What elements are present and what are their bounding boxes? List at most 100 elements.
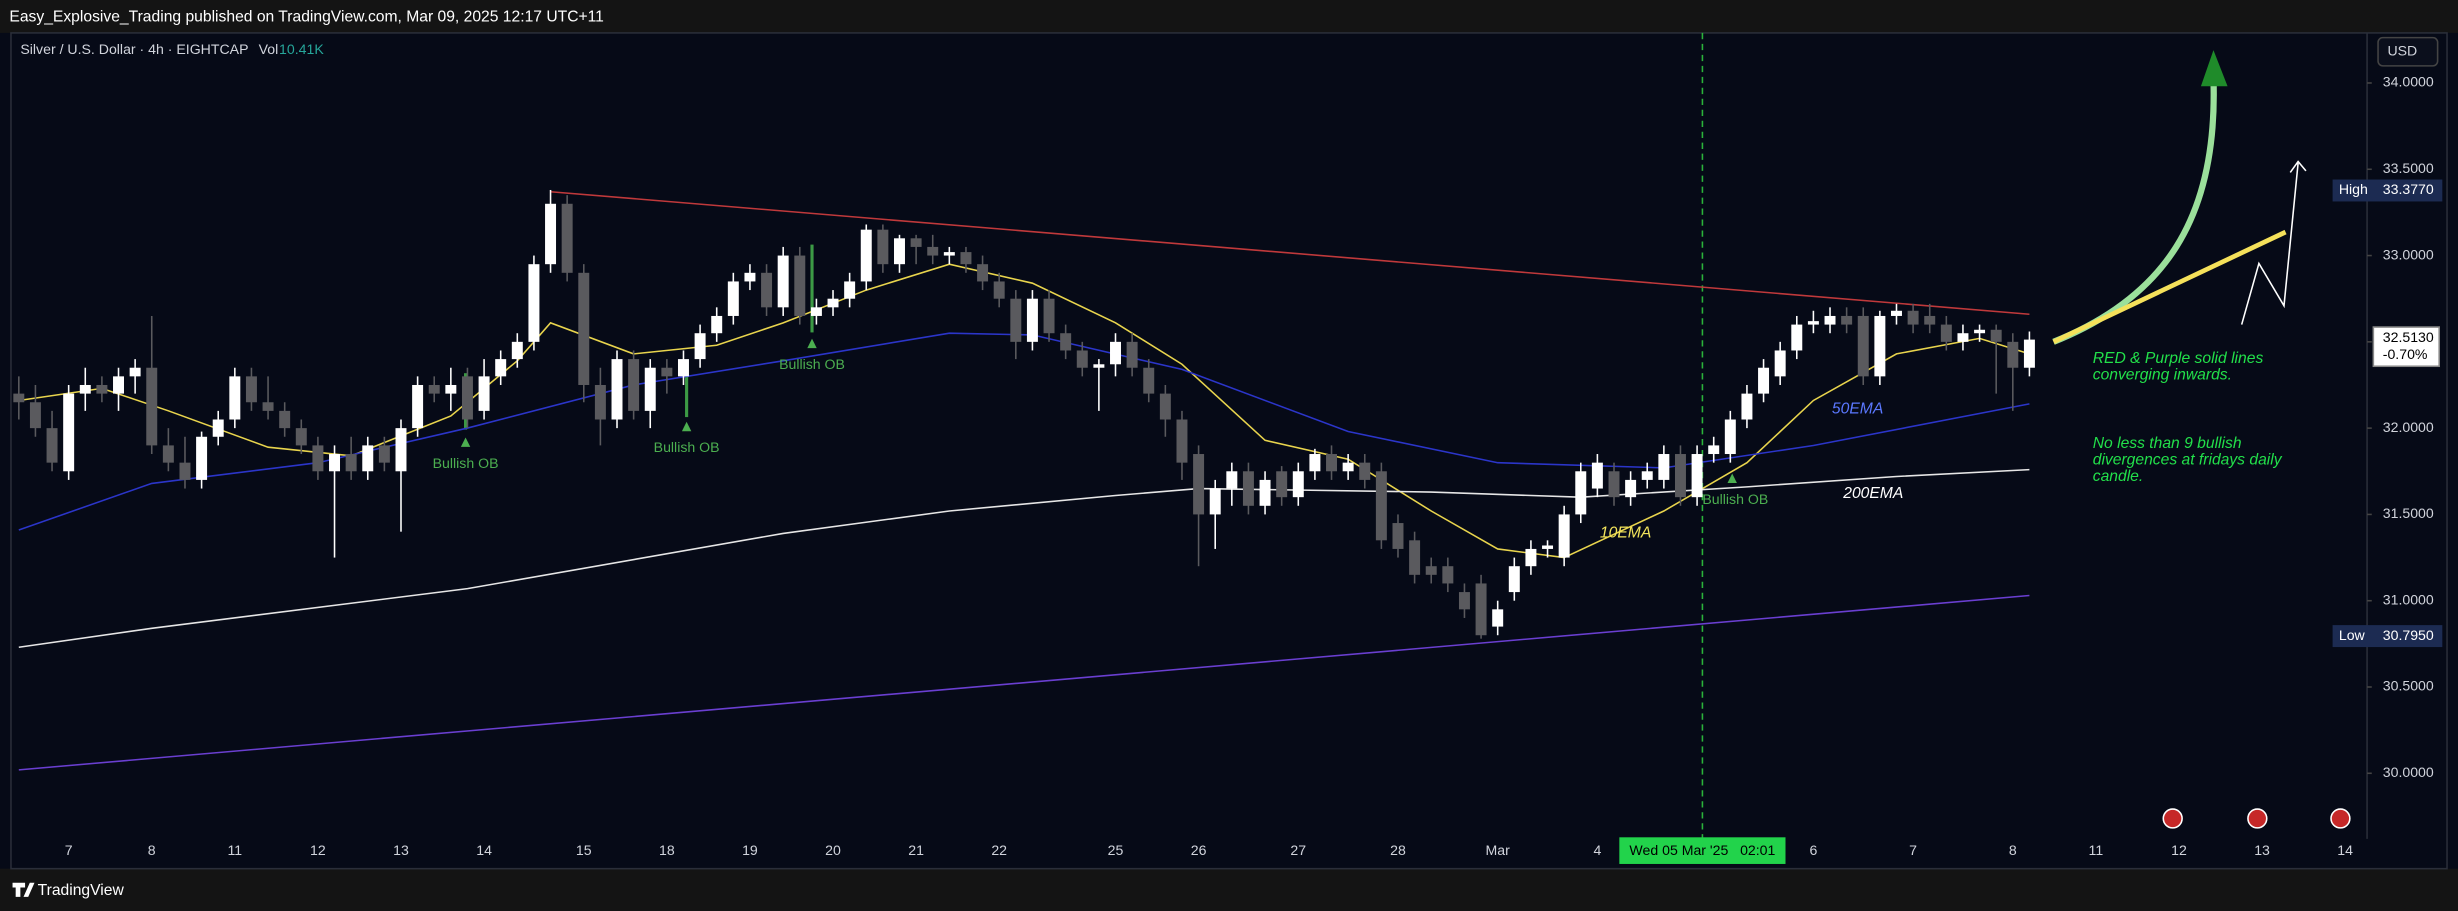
y-tick-label: 33.0000 bbox=[2383, 246, 2434, 262]
x-tick-label: 6 bbox=[1809, 842, 1817, 858]
chart-frame bbox=[10, 32, 2448, 870]
x-tick-label: 11 bbox=[227, 842, 242, 858]
candle-body bbox=[993, 281, 1005, 299]
candle-body bbox=[1674, 454, 1686, 498]
x-tick-label: 26 bbox=[1191, 842, 1207, 858]
x-tick-label: Mar bbox=[1486, 842, 1511, 858]
candle-body bbox=[960, 252, 972, 265]
candle-body bbox=[1126, 341, 1138, 368]
annotation: RED & Purple solid lines bbox=[2093, 350, 2264, 367]
candle-body bbox=[1608, 471, 1620, 498]
candle-body bbox=[1940, 324, 1952, 342]
candle-body bbox=[1741, 393, 1753, 420]
candle-body bbox=[412, 384, 424, 429]
candle-body bbox=[894, 238, 905, 265]
candle-body bbox=[943, 252, 955, 256]
candle-body bbox=[279, 410, 291, 429]
white-arrow bbox=[2240, 160, 2307, 325]
candle-body bbox=[1375, 471, 1387, 541]
candle-body bbox=[428, 384, 440, 394]
currency[interactable]: USD bbox=[2387, 42, 2417, 58]
candle-body bbox=[1542, 545, 1554, 549]
candle-body bbox=[1625, 479, 1637, 498]
trendline bbox=[550, 190, 2030, 316]
candle-body bbox=[378, 445, 390, 463]
annotation: Bullish OB bbox=[433, 455, 499, 471]
publisher: Easy_Explosive_Trading published on Trad… bbox=[9, 8, 603, 25]
candle-body bbox=[1425, 566, 1437, 575]
crosshair-label: Wed 05 Mar '25 02:01 bbox=[1629, 842, 1775, 858]
candle-body bbox=[63, 393, 75, 472]
volume-label: Vol bbox=[259, 41, 279, 57]
x-tick-label: 14 bbox=[476, 842, 492, 858]
price-badge-name: Low bbox=[2339, 627, 2366, 643]
x-tick-label: 8 bbox=[148, 842, 156, 858]
candle-body bbox=[1990, 329, 2002, 342]
x-tick-label: 13 bbox=[2254, 842, 2270, 858]
candle-body bbox=[844, 281, 856, 299]
candle-body bbox=[761, 272, 773, 308]
candle-body bbox=[1292, 471, 1304, 498]
annotation: candle. bbox=[2093, 468, 2143, 485]
candle-body bbox=[262, 402, 274, 411]
candle-body bbox=[661, 367, 673, 377]
candle-body bbox=[461, 376, 473, 420]
candle-body bbox=[528, 264, 540, 342]
candle-body bbox=[212, 419, 224, 437]
trendline bbox=[18, 594, 2030, 771]
x-tick-label: 4 bbox=[1593, 842, 1601, 858]
x-tick-label: 11 bbox=[2089, 842, 2104, 858]
x-tick-label: 19 bbox=[742, 842, 758, 858]
candle-body bbox=[1591, 462, 1603, 489]
candle-body bbox=[96, 384, 108, 394]
candle-body bbox=[1974, 329, 1986, 334]
currency-box[interactable] bbox=[2377, 36, 2439, 67]
candle-body bbox=[196, 436, 208, 480]
candle-body bbox=[727, 281, 739, 316]
candle-body bbox=[511, 341, 523, 360]
header-bar bbox=[0, 0, 2458, 33]
candle-body bbox=[1708, 445, 1720, 455]
candle-body bbox=[13, 393, 25, 403]
candle-body bbox=[1475, 583, 1487, 636]
candle-body bbox=[1492, 609, 1504, 627]
candle-body bbox=[1342, 462, 1354, 472]
candle-body bbox=[827, 298, 839, 308]
candle-body bbox=[1242, 471, 1254, 506]
candle-body bbox=[1791, 324, 1803, 351]
candle-body bbox=[1226, 471, 1238, 489]
candle-body bbox=[744, 272, 756, 282]
x-tick-label: 20 bbox=[825, 842, 841, 858]
x-tick-label: 28 bbox=[1390, 842, 1406, 858]
candle-body bbox=[794, 255, 806, 316]
x-tick-label: 13 bbox=[393, 842, 409, 858]
candle-body bbox=[1691, 454, 1703, 498]
price-badge-value: 33.3770 bbox=[2383, 181, 2434, 197]
candle-body bbox=[1924, 315, 1936, 325]
price-badge bbox=[2332, 179, 2443, 202]
candle-body bbox=[162, 445, 174, 463]
candle-body bbox=[927, 246, 939, 256]
crosshair-label-box bbox=[1619, 837, 1786, 864]
green-arrow-head bbox=[2200, 50, 2228, 87]
candle-body bbox=[113, 376, 124, 394]
candle-body bbox=[1841, 315, 1853, 325]
y-tick-label: 31.5000 bbox=[2383, 505, 2434, 521]
candle-body bbox=[329, 454, 341, 472]
candle-body bbox=[1658, 454, 1670, 480]
candle-body bbox=[594, 384, 606, 420]
price-badge bbox=[2332, 625, 2443, 648]
event-icons bbox=[2162, 808, 2351, 829]
price-badge-name: High bbox=[2339, 181, 2368, 197]
candle-body bbox=[2007, 341, 2019, 368]
candle-body bbox=[877, 229, 889, 265]
candle-body bbox=[578, 272, 590, 385]
x-tick-label: 21 bbox=[908, 842, 924, 858]
annotation: 200EMA bbox=[1842, 485, 1903, 502]
annotation: divergences at fridays daily bbox=[2093, 451, 2283, 468]
ema-line bbox=[18, 468, 2030, 649]
brand: TradingView bbox=[38, 882, 125, 899]
candle-body bbox=[2023, 339, 2035, 368]
candle-body bbox=[1060, 333, 1072, 351]
